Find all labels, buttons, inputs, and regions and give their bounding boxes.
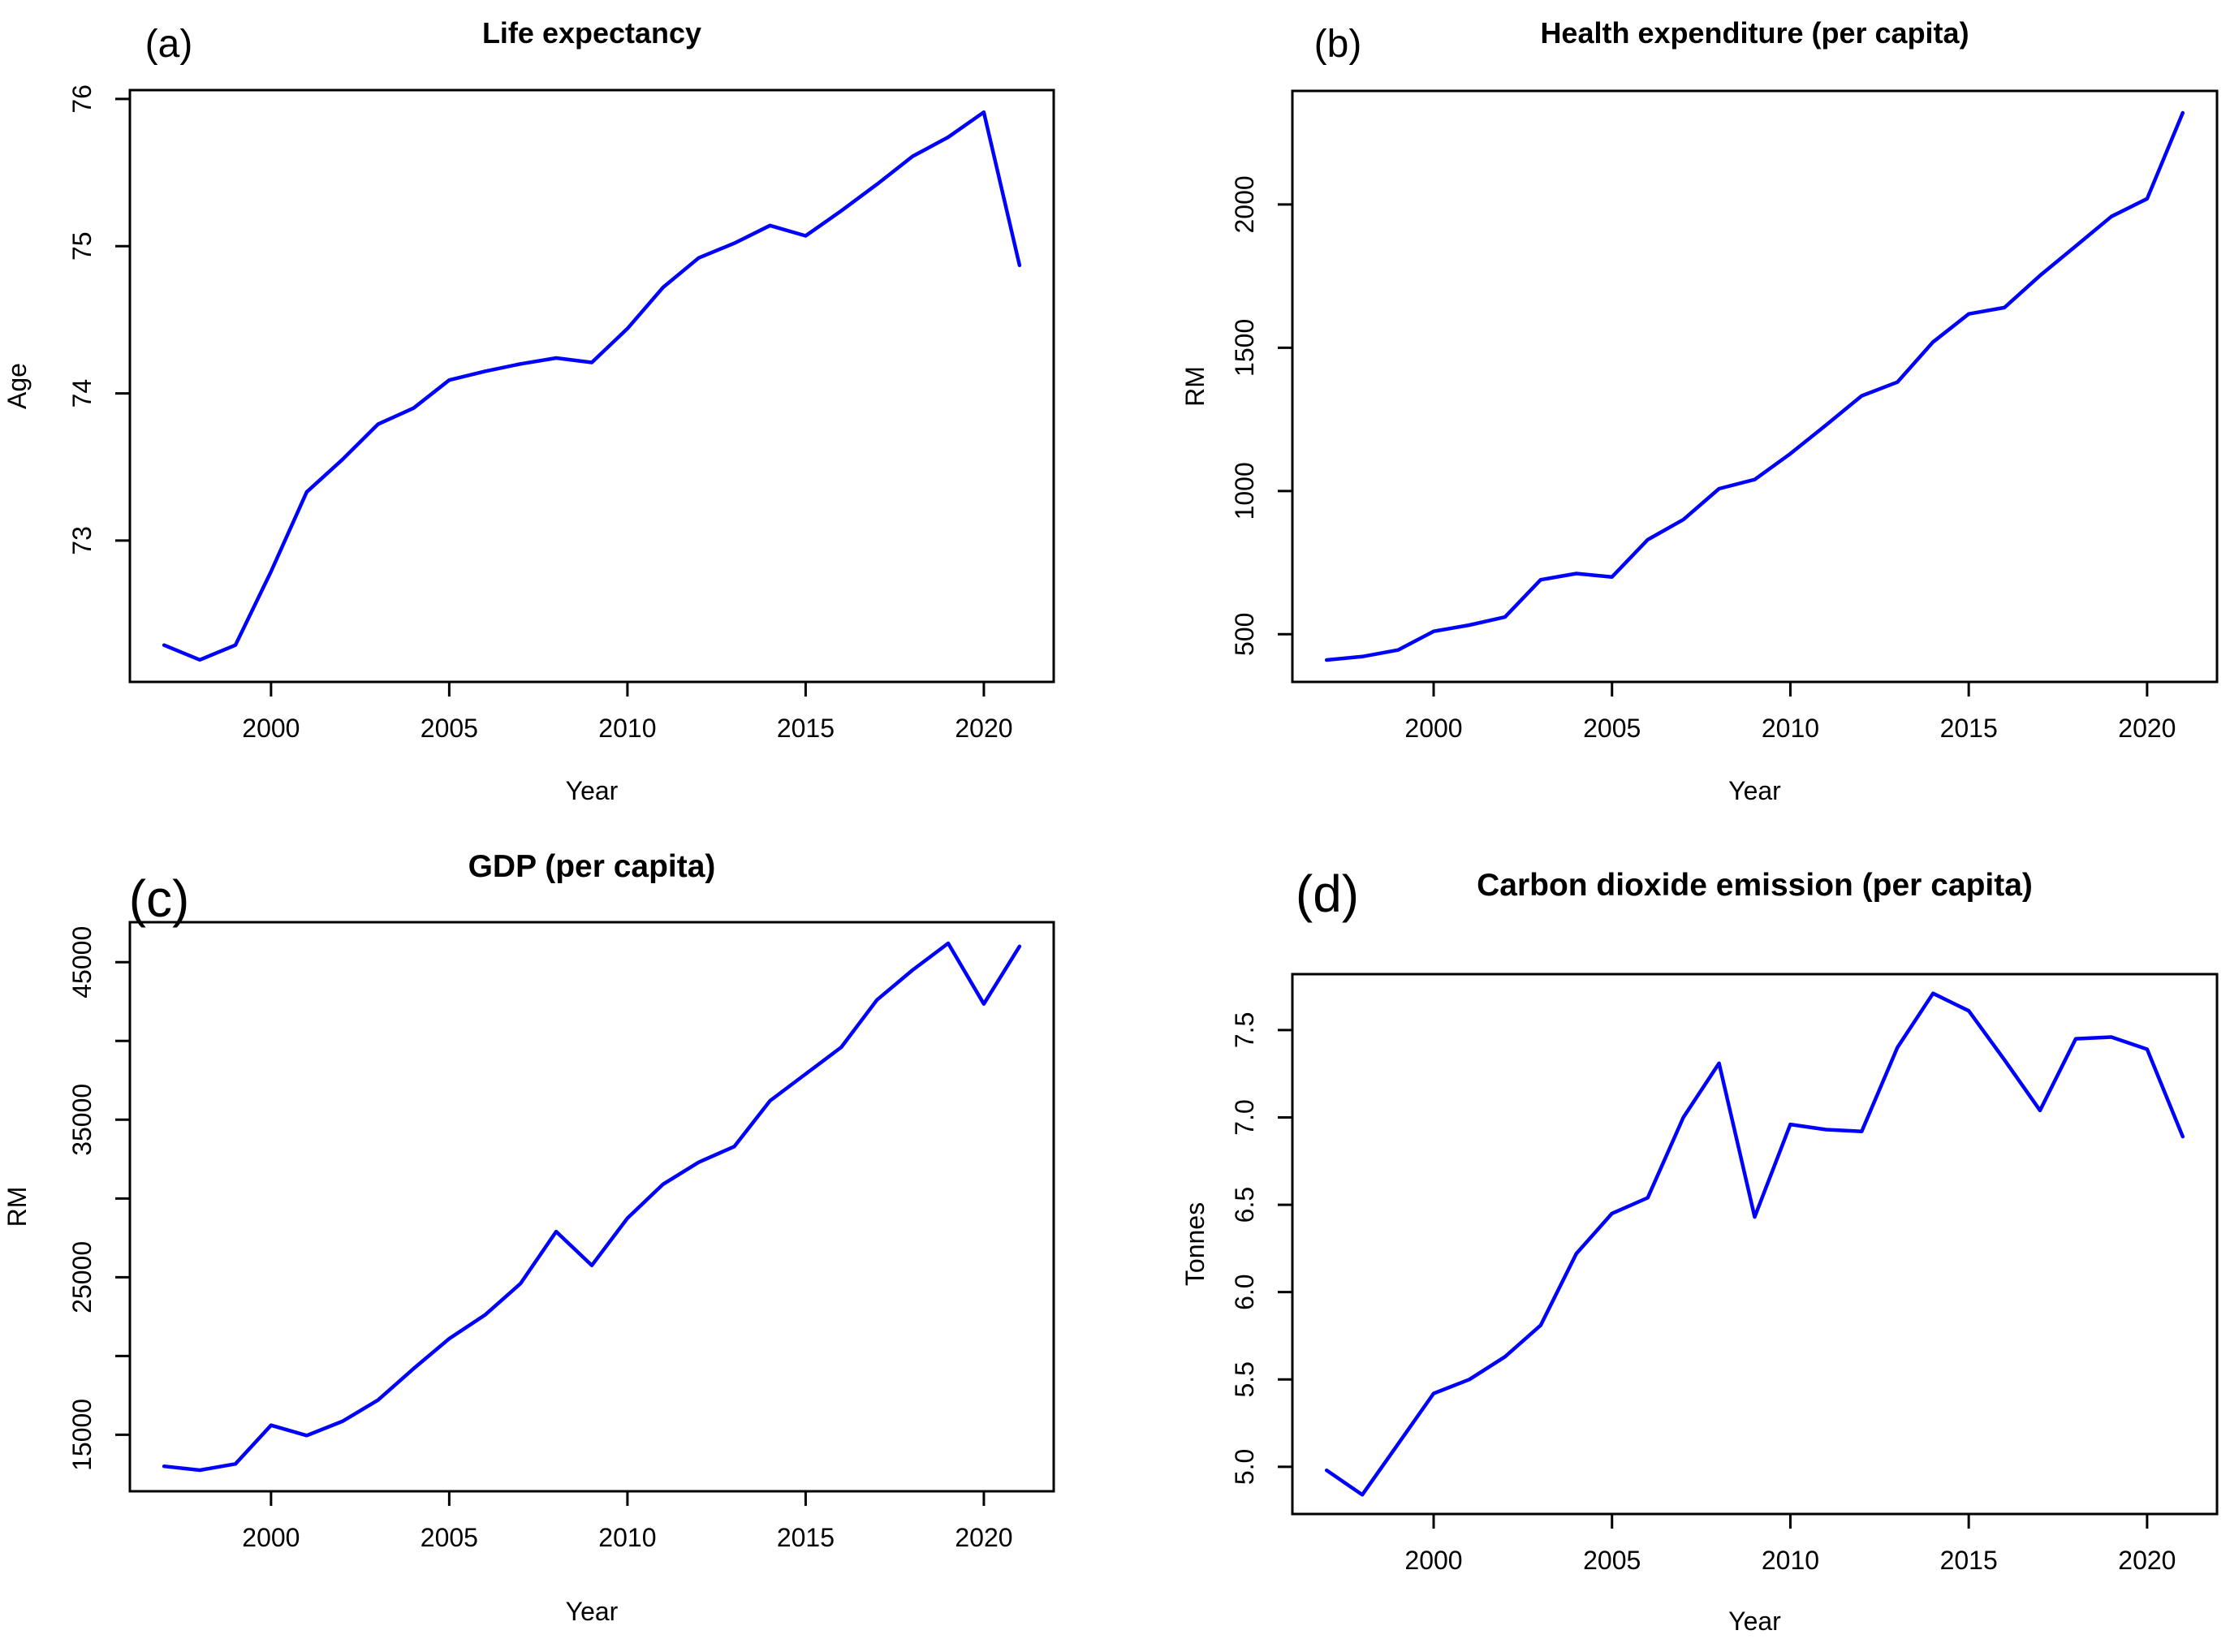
data-series-line	[1324, 110, 2185, 662]
y-tick-label: 45000	[67, 926, 97, 999]
data-series-line	[162, 941, 1022, 1473]
plot-box	[1291, 89, 2219, 684]
data-series-line	[1324, 991, 2185, 1497]
chart-title: Health expenditure (per capita)	[1540, 16, 1969, 50]
y-axis-label: Tonnes	[1180, 1202, 1210, 1286]
x-tick-label: 2005	[1583, 1546, 1641, 1575]
plot-area: 2000 2005 2010 2015 2020 500 1000 1500 2000	[1230, 89, 2219, 743]
plot-box	[1291, 973, 2219, 1516]
y-tick-label: 6.5	[1230, 1187, 1259, 1223]
x-tick-label: 2015	[1940, 714, 1998, 743]
y-tick-label: 75	[67, 231, 97, 261]
co2-emission-chart: (d) Carbon dioxide emission (per capita)…	[1180, 865, 2219, 1636]
y-tick-label: 74	[67, 379, 97, 408]
x-tick-label: 2010	[598, 1523, 656, 1552]
y-tick-label: 1500	[1230, 319, 1259, 377]
life-expectancy-chart: (a) Life expectancy Year Age 2000 2005 201…	[2, 16, 1055, 805]
y-tick-label: 73	[67, 526, 97, 555]
x-axis-label: Year	[566, 1597, 619, 1626]
y-tick-label: 7.0	[1230, 1099, 1259, 1135]
y-tick-label: 7.5	[1230, 1012, 1259, 1048]
x-axis-label: Year	[1728, 1607, 1781, 1636]
y-tick-label: 1000	[1230, 462, 1259, 520]
x-tick-label: 2000	[242, 1523, 300, 1552]
panel-letter: (d)	[1296, 865, 1359, 923]
x-tick-label: 2020	[2118, 1546, 2176, 1575]
y-tick-label: 25000	[67, 1241, 97, 1313]
x-tick-label: 2005	[1583, 714, 1641, 743]
x-tick-label: 2015	[777, 714, 835, 743]
x-tick-label: 2020	[2118, 714, 2176, 743]
x-axis-label: Year	[1728, 776, 1781, 805]
plot-box	[128, 88, 1055, 684]
chart-title: GDP (per capita)	[468, 849, 716, 884]
panel-letter: (b)	[1314, 23, 1362, 66]
x-tick-label: 2005	[421, 714, 478, 743]
chart-title: Carbon dioxide emission (per capita)	[1477, 868, 2033, 903]
gdp-chart: (c) GDP (per capita) Year RM 2000 2005 201…	[2, 849, 1055, 1626]
panel-d-co2-emission: (d) Carbon dioxide emission (per capita)…	[1115, 826, 2230, 1652]
panel-letter: (a)	[145, 23, 193, 66]
y-axis-label: RM	[1180, 366, 1210, 407]
x-tick-label: 2020	[955, 714, 1012, 743]
panel-b-health-expenditure: (b) Health expenditure (per capita) Year…	[1115, 0, 2230, 826]
panel-letter: (c)	[129, 869, 190, 928]
x-tick-label: 2005	[421, 1523, 478, 1552]
y-tick-label: 6.0	[1230, 1274, 1259, 1309]
y-tick-label: 76	[67, 84, 97, 114]
x-tick-label: 2000	[1404, 1546, 1462, 1575]
y-axis-label: Age	[2, 363, 32, 409]
x-tick-label: 2010	[1762, 714, 1819, 743]
x-tick-label: 2015	[777, 1523, 835, 1552]
y-tick-label: 5.0	[1230, 1449, 1259, 1485]
x-tick-label: 2000	[242, 714, 300, 743]
x-tick-label: 2015	[1940, 1546, 1998, 1575]
y-tick-label: 2000	[1230, 175, 1259, 233]
plot-area: 2000 2005 2010 2015 2020 73 74 75 76	[67, 84, 1055, 743]
x-tick-label: 2010	[1762, 1546, 1819, 1575]
x-tick-label: 2010	[598, 714, 656, 743]
y-tick-label: 5.5	[1230, 1361, 1259, 1397]
panel-a-life-expectancy: (a) Life expectancy Year Age 2000 2005 201…	[0, 0, 1115, 826]
x-tick-label: 2020	[955, 1523, 1012, 1552]
y-axis-label: RM	[2, 1187, 32, 1227]
data-series-line	[162, 110, 1022, 662]
x-tick-label: 2000	[1404, 714, 1462, 743]
y-tick-label: 500	[1230, 613, 1259, 656]
plot-area: 2000 2005 2010 2015 2020 15000 25000 35000 45000	[67, 921, 1055, 1552]
x-axis-label: Year	[566, 776, 619, 805]
y-tick-label: 15000	[67, 1399, 97, 1471]
panel-c-gdp: (c) GDP (per capita) Year RM 2000 2005 201…	[0, 826, 1115, 1652]
plot-area: 2000 2005 2010 2015 2020 5.0 5.5 6.0 6.5 7.0 7.5	[1230, 973, 2219, 1575]
y-tick-label: 35000	[67, 1084, 97, 1156]
plot-box	[128, 921, 1055, 1493]
health-expenditure-chart: (b) Health expenditure (per capita) Year…	[1180, 16, 2219, 805]
chart-title: Life expectancy	[482, 16, 701, 50]
